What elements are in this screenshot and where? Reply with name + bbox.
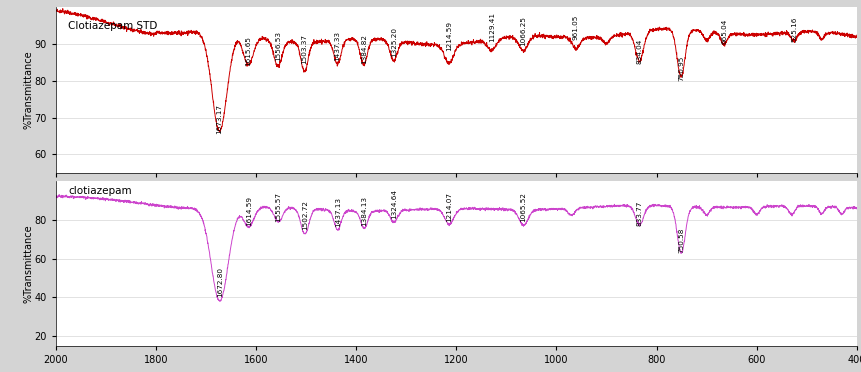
Text: 665.04: 665.04 <box>721 19 727 44</box>
Text: 1065.52: 1065.52 <box>521 192 527 222</box>
Text: clotiazepam: clotiazepam <box>68 186 132 196</box>
Text: 1502.72: 1502.72 <box>302 201 308 230</box>
Text: 1129.41: 1129.41 <box>489 12 495 42</box>
Y-axis label: %Transmittance: %Transmittance <box>23 51 34 129</box>
Text: 1556.53: 1556.53 <box>275 31 281 61</box>
Text: 1214.07: 1214.07 <box>446 192 452 222</box>
Text: 1384.82: 1384.82 <box>361 34 367 64</box>
Text: 750.58: 750.58 <box>678 227 684 253</box>
Text: 1672.80: 1672.80 <box>217 267 223 297</box>
Text: 1614.59: 1614.59 <box>246 196 252 225</box>
Text: 1437.13: 1437.13 <box>335 198 341 227</box>
Text: 1503.37: 1503.37 <box>301 34 307 64</box>
Text: 750.95: 750.95 <box>678 55 684 81</box>
Text: 1673.17: 1673.17 <box>216 104 222 134</box>
Text: 1214.59: 1214.59 <box>446 22 452 51</box>
Text: 1615.65: 1615.65 <box>245 36 251 66</box>
Text: 834.04: 834.04 <box>636 39 642 64</box>
Text: 1066.25: 1066.25 <box>520 16 526 46</box>
Text: 1325.20: 1325.20 <box>391 27 397 57</box>
Text: 833.77: 833.77 <box>636 201 642 227</box>
Text: 1324.64: 1324.64 <box>391 189 397 219</box>
Y-axis label: %Transmittance: %Transmittance <box>23 224 34 303</box>
Text: 1555.57: 1555.57 <box>276 192 282 222</box>
Text: 961.05: 961.05 <box>573 15 579 41</box>
Text: 1437.33: 1437.33 <box>335 31 341 61</box>
Text: 525.16: 525.16 <box>791 17 797 42</box>
Text: 1384.13: 1384.13 <box>361 196 367 225</box>
Text: Clotiazepam STD: Clotiazepam STD <box>68 21 158 31</box>
